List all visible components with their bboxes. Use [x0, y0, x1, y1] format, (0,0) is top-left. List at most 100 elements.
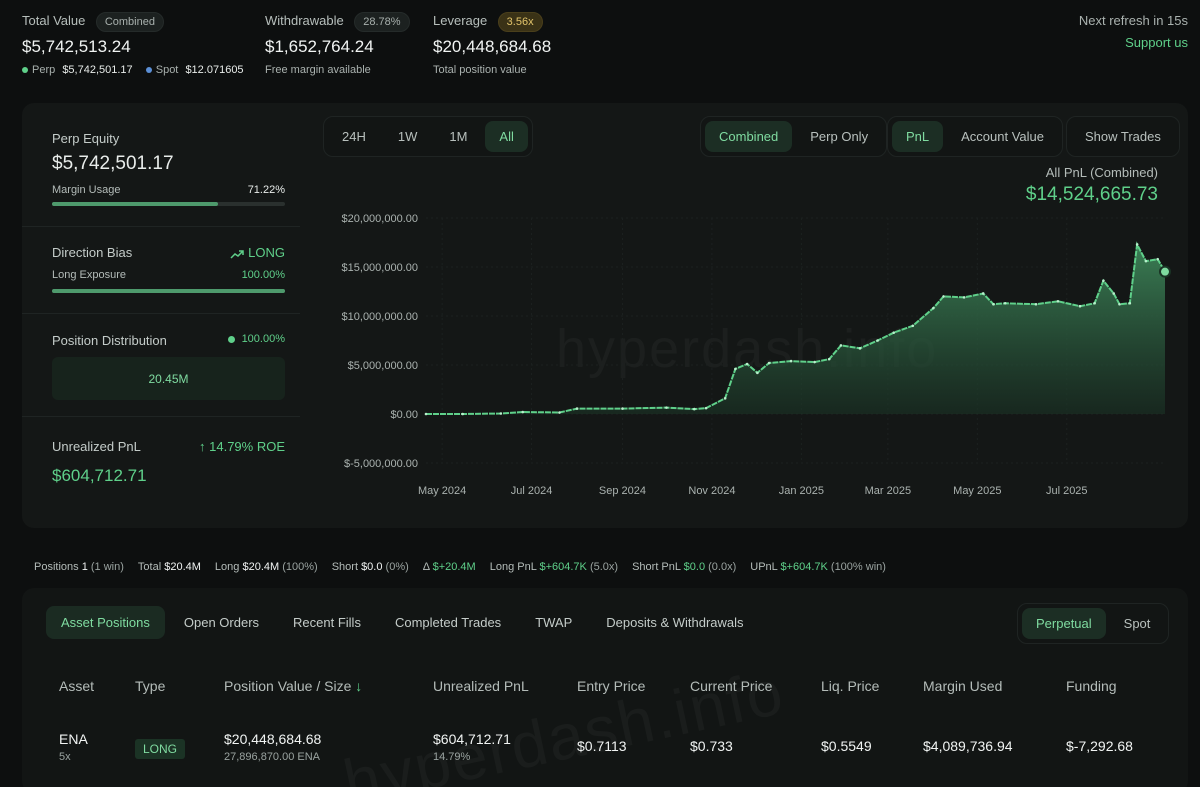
- market-button-spot[interactable]: Spot: [1123, 616, 1151, 631]
- unrealized-pnl-label: Unrealized PnL: [52, 439, 141, 454]
- range-button-1m[interactable]: 1M: [449, 129, 468, 144]
- pnl-data-point: [1135, 243, 1139, 246]
- stat-total-value: $20.4M: [164, 561, 201, 573]
- pnl-data-point: [734, 367, 737, 371]
- column-header-current-price[interactable]: Current Price: [690, 678, 773, 694]
- perp-equity-label: Perp Equity: [52, 131, 120, 146]
- column-header-position-value-size[interactable]: Position Value / Size ↓: [224, 678, 363, 694]
- column-header-unrealized-pnl[interactable]: Unrealized PnL: [433, 678, 529, 694]
- margin-used: $4,089,736.94: [923, 738, 1013, 754]
- stat-long-label: Long: [214, 561, 240, 573]
- sort-desc-icon[interactable]: ↓: [351, 678, 363, 694]
- show-trades-button[interactable]: Show Trades: [1085, 129, 1161, 144]
- metric-button-account-value[interactable]: Account Value: [961, 129, 1045, 144]
- roe-wrap: ↑ 14.79% ROE: [199, 439, 285, 454]
- stat-long-pnl-label: Long PnL: [489, 561, 537, 573]
- column-header-margin-used[interactable]: Margin Used: [923, 678, 1003, 694]
- column-header-entry-price[interactable]: Entry Price: [577, 678, 646, 694]
- column-header-asset[interactable]: Asset: [59, 678, 95, 694]
- unrealized-pnl-pct: 14.79%: [433, 751, 471, 763]
- pnl-data-point: [558, 411, 561, 414]
- perp-equity-value: $5,742,501.17: [52, 153, 174, 174]
- direction-bias-value-wrap: LONG: [230, 245, 285, 260]
- long-exposure-label: Long Exposure: [52, 269, 126, 281]
- column-header-liq-price[interactable]: Liq. Price: [821, 678, 880, 694]
- leverage-badge: 3.56x: [497, 12, 543, 32]
- stat-total: Total $20.4M: [138, 561, 201, 573]
- tab-completed-trades[interactable]: Completed Trades: [394, 615, 502, 630]
- range-button-1w[interactable]: 1W: [397, 129, 418, 144]
- spot-label: Spot: [155, 64, 179, 76]
- metric-button-pnl[interactable]: PnL: [892, 121, 944, 152]
- table-header: Asset Type Position Value / Size ↓ Unrealiz…: [0, 678, 1200, 698]
- long-exposure-bar: [52, 289, 285, 293]
- support-link[interactable]: Support us: [1125, 35, 1188, 50]
- y-tick-label: $0.00: [390, 409, 418, 421]
- withdrawable-value: $1,652,764.24: [265, 37, 374, 56]
- divider: [22, 313, 300, 314]
- stat-delta-label: Δ: [422, 561, 430, 573]
- perp-dot-icon: [22, 67, 28, 74]
- y-tick-label: $15,000,000.00: [342, 262, 418, 274]
- stat-upnl-win: (100% win): [830, 561, 886, 573]
- pnl-data-point: [1112, 292, 1115, 295]
- pnl-data-point: [693, 407, 696, 411]
- refresh-timer: Next refresh in 15s: [1078, 13, 1188, 28]
- withdrawable-badge: 28.78%: [354, 12, 410, 32]
- position-size: 27,896,870.00 ENA: [224, 751, 321, 763]
- direction-bias-label: Direction Bias: [52, 245, 133, 260]
- stat-long-value: $20.4M: [242, 561, 280, 573]
- range-button-all[interactable]: All: [485, 121, 528, 152]
- margin-usage-bar-fill: [52, 202, 218, 206]
- pnl-data-point: [723, 397, 727, 400]
- pnl-data-point: [1078, 304, 1082, 308]
- pnl-data-point: [1034, 302, 1038, 306]
- stat-upnl-value: $+604.7K: [780, 561, 828, 573]
- stat-long-pnl-x: (5.0x): [589, 561, 619, 573]
- table-row[interactable]: ENA 5x LONG $20,448,684.68 27,896,870.00 ENA…: [0, 726, 1200, 776]
- stat-short-value: $0.0: [361, 561, 383, 573]
- position-distribution-amount: 20.45M: [148, 371, 189, 386]
- trend-up-icon: [230, 245, 248, 260]
- stat-positions-label: Positions: [34, 561, 79, 573]
- pnl-data-point: [424, 412, 428, 416]
- market-toggle: Perpetual Spot: [1017, 603, 1170, 644]
- pnl-data-point: [1093, 301, 1096, 305]
- tab-twap[interactable]: TWAP: [535, 615, 573, 630]
- tab-deposits-withdrawals[interactable]: Deposits & Withdrawals: [606, 615, 744, 630]
- long-exposure-value: 100.00%: [241, 269, 285, 281]
- pnl-data-point: [858, 347, 862, 350]
- scope-button-perp-only[interactable]: Perp Only: [810, 129, 869, 144]
- pnl-data-point: [911, 324, 915, 328]
- pnl-data-point: [839, 344, 843, 347]
- pnl-chart[interactable]: $20,000,000.00 $15,000,000.00 $10,000,000.…: [330, 200, 1180, 510]
- withdrawable-sub: Free margin available: [265, 64, 371, 76]
- leverage-sub: Total position value: [433, 64, 527, 76]
- column-header-funding[interactable]: Funding: [1066, 678, 1117, 694]
- scope-button-combined[interactable]: Combined: [705, 121, 793, 152]
- market-button-perpetual[interactable]: Perpetual: [1022, 608, 1106, 639]
- pnl-data-point: [499, 412, 503, 415]
- withdrawable-label: Withdrawable: [265, 13, 344, 28]
- positions-tabs: Asset Positions Open Orders Recent Fills Co…: [46, 606, 759, 639]
- arrow-up-icon: ↑: [199, 439, 206, 454]
- combined-badge: Combined: [95, 12, 164, 32]
- stat-positions-win: (1 win): [90, 561, 124, 573]
- stat-long-pnl-value: $+604.7K: [539, 561, 587, 573]
- y-tick-label: $-5,000,000.00: [344, 458, 418, 470]
- chart-pnl-label: All PnL (Combined): [1045, 165, 1158, 180]
- column-header-type[interactable]: Type: [135, 678, 166, 694]
- pnl-end-marker: [1159, 265, 1171, 278]
- range-button-24h[interactable]: 24H: [342, 129, 366, 144]
- tab-asset-positions[interactable]: Asset Positions: [46, 606, 165, 639]
- time-range-selector: 24H 1W 1M All: [323, 116, 533, 157]
- x-tick-label: Sep 2024: [599, 485, 646, 497]
- position-distribution-bar[interactable]: 20.45M: [52, 357, 285, 400]
- pnl-data-point: [575, 407, 579, 410]
- margin-usage-bar: [52, 202, 285, 206]
- positions-stats-strip: Positions 1 (1 win) Total $20.4M Long $2…: [22, 552, 1188, 582]
- tab-recent-fills[interactable]: Recent Fills: [293, 615, 361, 630]
- tab-open-orders[interactable]: Open Orders: [183, 615, 260, 630]
- stat-total-label: Total: [137, 561, 162, 573]
- x-tick-label: Nov 2024: [688, 485, 735, 497]
